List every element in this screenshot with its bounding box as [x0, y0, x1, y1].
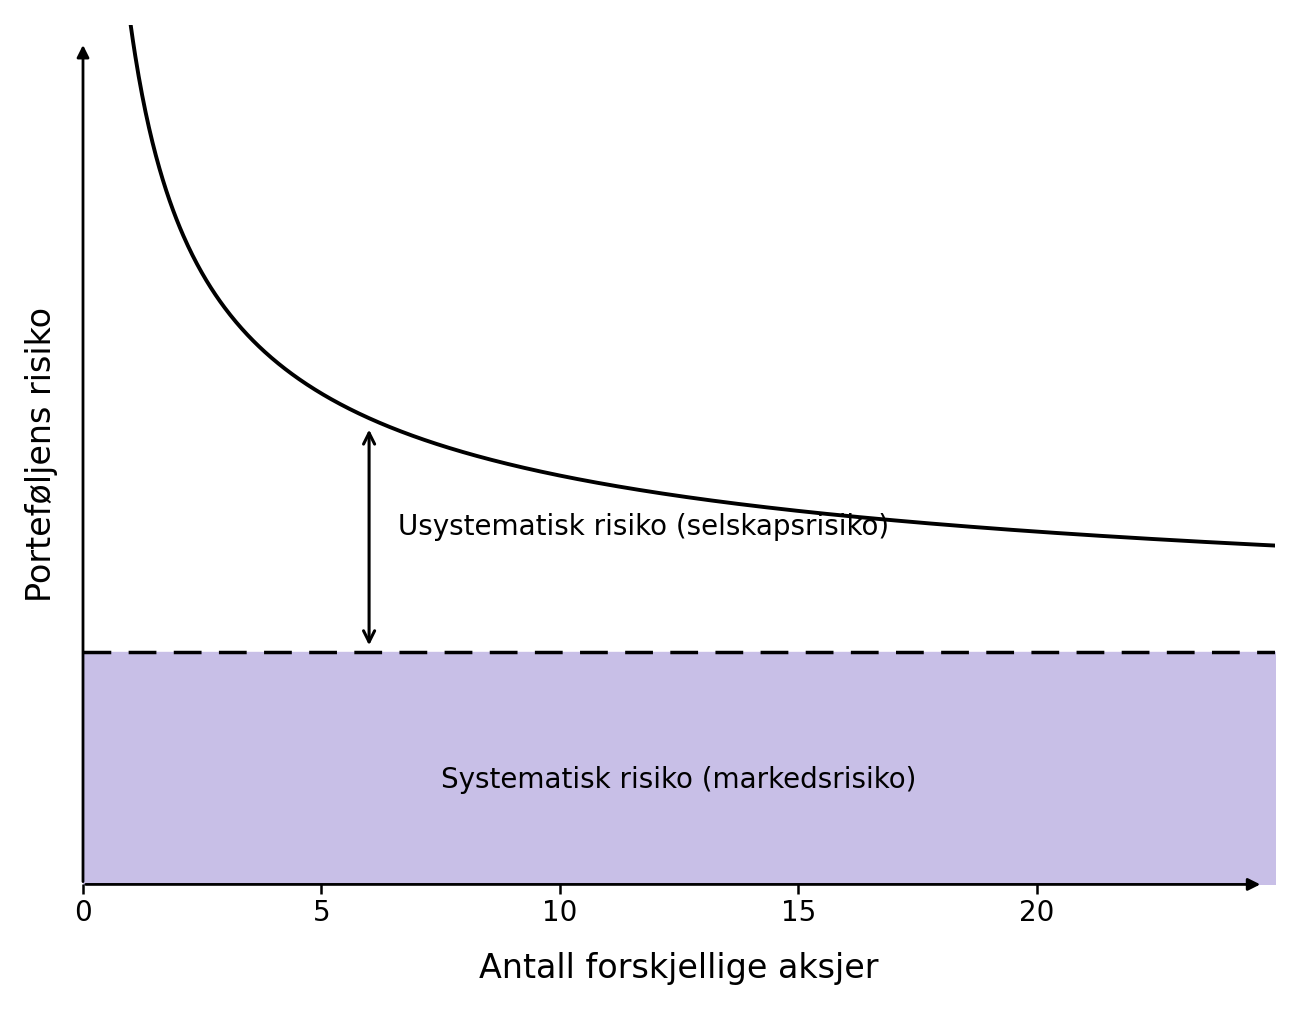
Text: Systematisk risiko (markedsrisiko): Systematisk risiko (markedsrisiko) [441, 766, 916, 794]
Text: Usystematisk risiko (selskapsrisiko): Usystematisk risiko (selskapsrisiko) [398, 513, 889, 540]
X-axis label: Antall forskjellige aksjer: Antall forskjellige aksjer [480, 952, 879, 985]
Y-axis label: Porteføljens risiko: Porteføljens risiko [25, 307, 58, 602]
